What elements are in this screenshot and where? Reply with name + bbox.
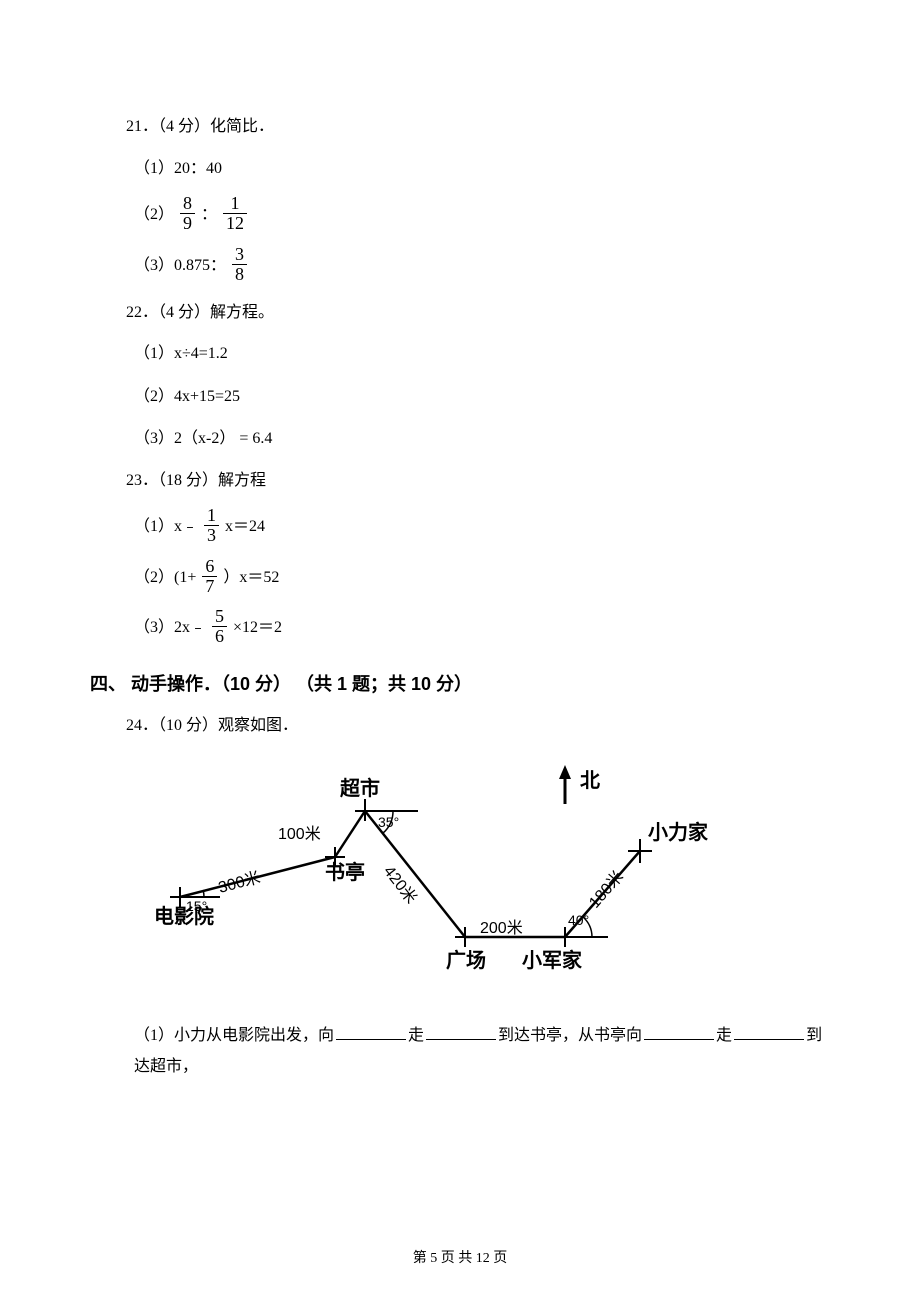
map-dist-420: 420米 xyxy=(380,862,420,907)
q21-sub2-frac2: 1 12 xyxy=(223,194,247,233)
frac-den: 12 xyxy=(223,214,247,233)
map-label-square: 广场 xyxy=(446,948,486,972)
q23-sub3-suffix: ×12＝2 xyxy=(233,620,282,637)
q24-sub1-b: 走 xyxy=(408,1027,424,1044)
frac-num: 3 xyxy=(232,245,247,265)
q23-sub2: （2）(1+ 6 7 ）x＝52 xyxy=(134,559,830,598)
fill-blank[interactable] xyxy=(426,1023,496,1040)
q21-sub1: （1）20：40 xyxy=(134,154,830,184)
frac-den: 6 xyxy=(212,627,227,646)
map-label-xiaoli: 小力家 xyxy=(648,820,709,844)
map-angle-15: 15° xyxy=(186,898,207,914)
q21-sub3-frac: 3 8 xyxy=(232,245,247,284)
ratio-sep: ： xyxy=(201,206,217,223)
map-dist-300: 300米 xyxy=(216,868,262,896)
q21-sub3-prefix: （3）0.875： xyxy=(134,257,226,274)
q23-sub1-frac: 1 3 xyxy=(204,506,219,545)
q23-sub1: （1）x﹣ 1 3 x＝24 xyxy=(134,508,830,547)
q23-sub3-frac: 5 6 xyxy=(212,607,227,646)
direction-map-svg: 北 xyxy=(150,759,710,989)
q22-sub1: （1）x÷4=1.2 xyxy=(134,339,830,369)
q21-sub2-frac1: 8 9 xyxy=(180,194,195,233)
frac-num: 1 xyxy=(204,506,219,526)
q23-sub3: （3）2x﹣ 5 6 ×12＝2 xyxy=(134,609,830,648)
q24-sub1-c: 到达书亭，从书亭向 xyxy=(498,1027,642,1044)
north-icon: 北 xyxy=(559,765,600,804)
frac-den: 9 xyxy=(180,214,195,233)
map-dist-180: 180米 xyxy=(585,867,627,911)
q21-sub2: （2） 8 9 ： 1 12 xyxy=(134,196,830,235)
map-angle-40: 40° xyxy=(568,912,589,928)
fill-blank[interactable] xyxy=(336,1023,406,1040)
frac-num: 5 xyxy=(212,607,227,627)
frac-den: 7 xyxy=(202,577,217,596)
q21-sub2-prefix: （2） xyxy=(134,206,174,223)
q24-sub1-a: （1）小力从电影院出发，向 xyxy=(134,1027,334,1044)
map-dist-200: 200米 xyxy=(480,919,523,937)
q23-sub2-frac: 6 7 xyxy=(202,557,217,596)
frac-den: 3 xyxy=(204,526,219,545)
map-angle-35: 35° xyxy=(378,814,399,830)
north-label: 北 xyxy=(580,769,600,792)
q21-label: 21．（4 分）化简比． xyxy=(126,114,830,140)
q22-sub2: （2）4x+15=25 xyxy=(134,382,830,412)
q21-sub3: （3）0.875： 3 8 xyxy=(134,247,830,286)
q24-sub1: （1）小力从电影院出发，向走到达书亭，从书亭向走到达超市， xyxy=(134,1021,830,1082)
q24-sub1-d: 走 xyxy=(716,1027,732,1044)
q23-sub1-prefix: （1）x﹣ xyxy=(134,518,198,535)
map-label-supermarket: 超市 xyxy=(339,776,380,800)
frac-num: 6 xyxy=(202,557,217,577)
q23-sub2-prefix: （2）(1+ xyxy=(134,569,196,586)
q22-label: 22．（4 分）解方程。 xyxy=(126,300,830,326)
q23-sub3-prefix: （3）2x﹣ xyxy=(134,620,206,637)
q23-sub2-suffix: ）x＝52 xyxy=(223,569,279,586)
q24-figure: 北 xyxy=(150,759,830,998)
frac-num: 1 xyxy=(223,194,247,214)
section4-heading: 四、 动手操作．（10 分） （共 1 题；共 10 分） xyxy=(90,670,830,699)
page: 21．（4 分）化简比． （1）20：40 （2） 8 9 ： 1 12 （3）… xyxy=(0,0,920,1302)
q24-label: 24．（10 分）观察如图． xyxy=(126,713,830,739)
fill-blank[interactable] xyxy=(644,1023,714,1040)
fill-blank[interactable] xyxy=(734,1023,804,1040)
frac-num: 8 xyxy=(180,194,195,214)
map-dist-100: 100米 xyxy=(278,825,321,843)
frac-den: 8 xyxy=(232,265,247,284)
map-label-xiaojun: 小军家 xyxy=(522,948,583,972)
q23-label: 23．（18 分）解方程 xyxy=(126,468,830,494)
q22-sub3: （3）2（x-2） = 6.4 xyxy=(134,424,830,454)
map-label-bookstand: 书亭 xyxy=(325,860,365,884)
page-footer: 第 5 页 共 12 页 xyxy=(90,1248,830,1270)
q23-sub1-suffix: x＝24 xyxy=(225,518,265,535)
